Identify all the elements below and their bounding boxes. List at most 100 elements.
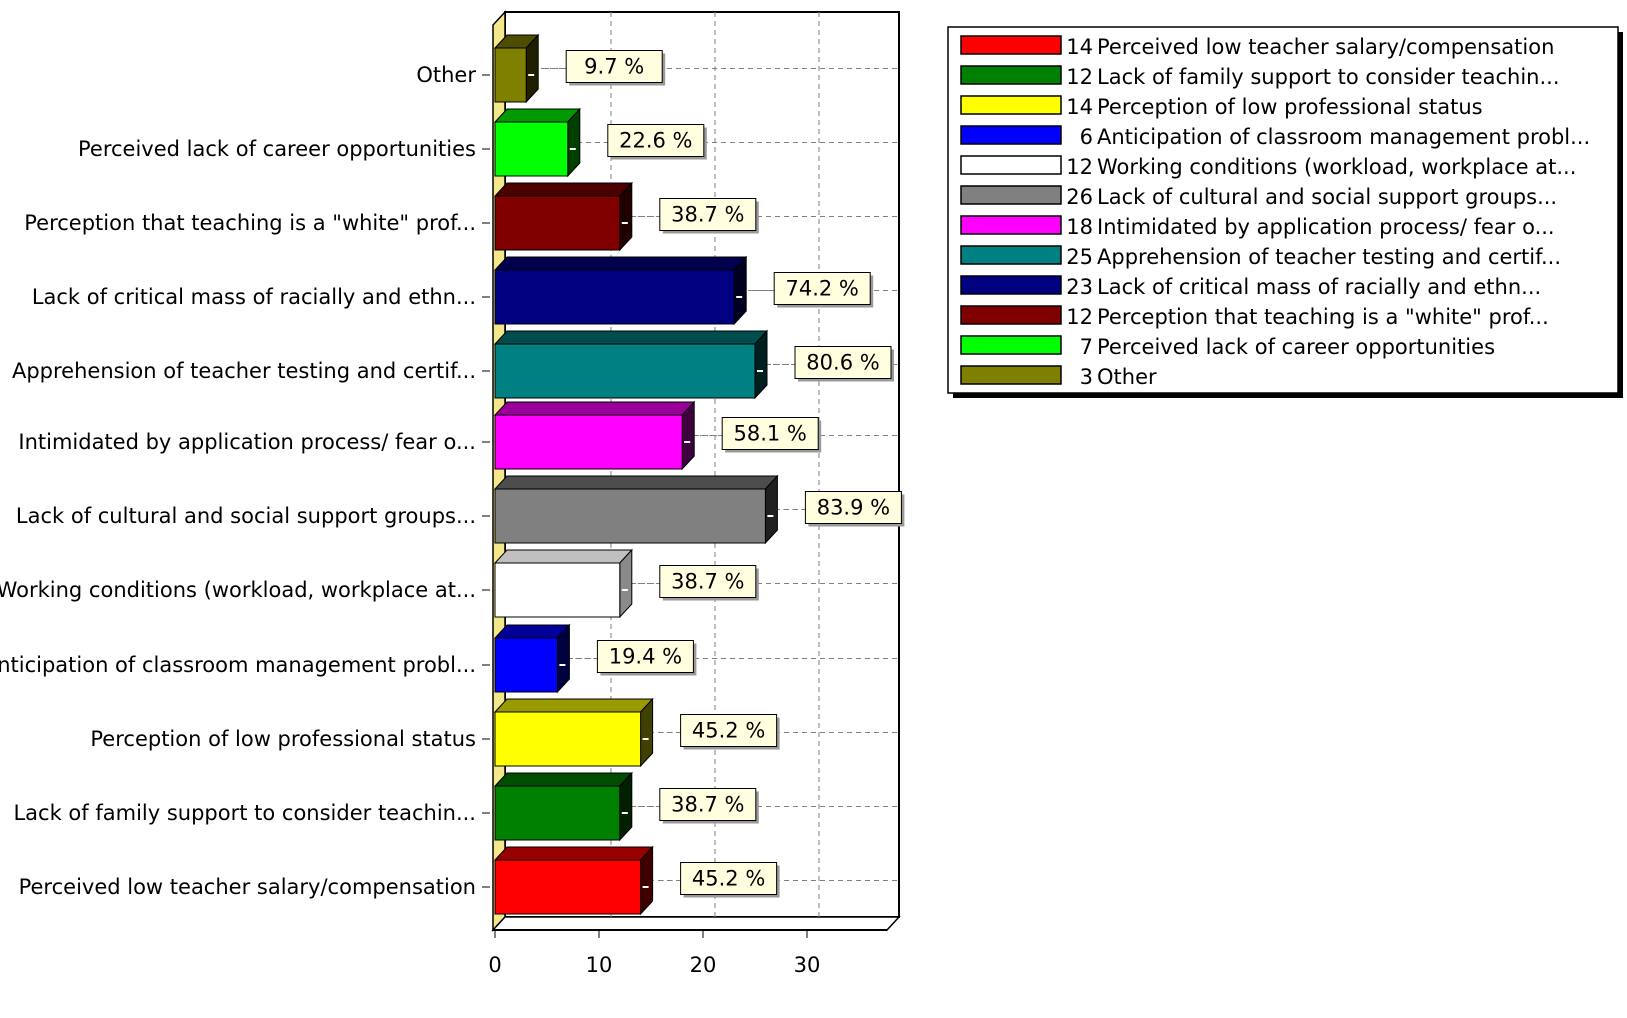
bar-front-face	[494, 414, 683, 470]
legend-count: 14	[1066, 95, 1093, 119]
bar	[493, 255, 748, 326]
legend-count: 26	[1066, 185, 1093, 209]
bar-top-face	[493, 475, 779, 490]
legend-label: Intimidated by application process/ fear…	[1097, 215, 1555, 239]
legend-label: Perception of low professional status	[1097, 95, 1483, 119]
legend-entry: 7 Perceived lack of career opportunities	[960, 335, 1495, 359]
bar	[493, 329, 769, 400]
legend-label: Lack of cultural and social support grou…	[1097, 185, 1557, 209]
legend: 14 Perceived low teacher salary/compensat…	[947, 26, 1623, 398]
bar-front-face	[494, 121, 569, 177]
percent-label: 38.7 %	[671, 203, 744, 227]
legend-count: 3	[1080, 365, 1093, 389]
bar	[493, 771, 633, 842]
percent-label: 74.2 %	[786, 277, 859, 301]
legend-label: Apprehension of teacher testing and cert…	[1097, 245, 1561, 269]
legend-label: Anticipation of classroom management pro…	[1097, 125, 1590, 149]
bar	[493, 474, 779, 545]
legend-entry: 14 Perceived low teacher salary/compensat…	[960, 35, 1554, 59]
category-label: Apprehension of teacher testing and cert…	[12, 359, 476, 383]
legend-count: 18	[1066, 215, 1093, 239]
percent-box	[680, 862, 778, 895]
category-label: Perceived low teacher salary/compensatio…	[19, 875, 476, 899]
legend-swatch	[960, 335, 1062, 355]
percent-label: 38.7 %	[671, 570, 744, 594]
x-tick-label: 20	[690, 953, 717, 977]
bar-top-face	[493, 401, 696, 416]
category-label: Working conditions (workload, workplace …	[0, 578, 476, 602]
legend-label: Other	[1097, 365, 1157, 389]
percent-box	[680, 714, 778, 747]
percent-label: 19.4 %	[609, 645, 682, 669]
legend-box	[947, 26, 1619, 394]
legend-swatch	[960, 215, 1062, 235]
bar-top-face	[493, 772, 633, 787]
bar	[493, 548, 633, 619]
bar-front-face	[494, 859, 642, 915]
percent-label: 22.6 %	[619, 129, 692, 153]
percent-box	[596, 640, 694, 673]
category-label: Other	[416, 63, 476, 87]
legend-count: 12	[1066, 155, 1093, 179]
legend-entry: 3 Other	[960, 365, 1157, 389]
legend-label: Perceived lack of career opportunities	[1097, 335, 1495, 359]
bar-front-face	[494, 269, 735, 325]
legend-swatch	[960, 95, 1062, 115]
x-tick-label: 10	[586, 953, 613, 977]
legend-count: 7	[1080, 335, 1093, 359]
legend-swatch	[960, 305, 1062, 325]
category-label: Perception that teaching is a "white" pr…	[24, 211, 476, 235]
bar-top-face	[493, 698, 654, 713]
legend-entry: 25 Apprehension of teacher testing and ce…	[960, 245, 1561, 269]
legend-count: 25	[1066, 245, 1093, 269]
bar-front-face	[494, 637, 558, 693]
percent-labels: 45.2 % 38.7 % 45.2 % 19.4 % 38.7 % 83.9 % 58.1…	[544, 50, 905, 898]
bar	[493, 181, 633, 252]
legend-swatch	[960, 65, 1062, 85]
bar	[493, 400, 696, 471]
percent-box	[773, 272, 871, 305]
percent-label: 45.2 %	[692, 719, 765, 743]
percent-label: 9.7 %	[584, 55, 644, 79]
legend-swatch	[960, 35, 1062, 55]
percent-label: 38.7 %	[671, 793, 744, 817]
percent-box	[721, 417, 819, 450]
bar-front-face	[494, 711, 642, 767]
category-label: Lack of family support to consider teach…	[13, 801, 476, 825]
bar-top-face	[493, 182, 633, 197]
legend-entry: 23 Lack of critical mass of racially and …	[960, 275, 1541, 299]
category-label: Intimidated by application process/ fear…	[18, 430, 476, 454]
percent-box	[659, 788, 757, 821]
legend-count: 23	[1066, 275, 1093, 299]
bar-front-face	[494, 195, 621, 251]
bar-top-face	[493, 108, 581, 123]
bar-front-face	[494, 343, 756, 399]
bar-top-face	[493, 549, 633, 564]
category-labels: Perceived low teacher salary/compensatio…	[0, 63, 490, 899]
category-label: Perceived lack of career opportunities	[78, 137, 476, 161]
legend-count: 12	[1066, 305, 1093, 329]
bar-front-face	[494, 785, 621, 841]
legend-swatch	[960, 155, 1062, 175]
bar	[493, 107, 581, 178]
legend-entry: 26 Lack of cultural and social support gr…	[960, 185, 1557, 209]
legend-entry: 18 Intimidated by application process/ fe…	[960, 215, 1555, 239]
category-label: Lack of cultural and social support grou…	[16, 504, 476, 528]
legend-entry: 12 Lack of family support to consider tea…	[960, 65, 1560, 89]
legend-swatch	[960, 275, 1062, 295]
bar	[493, 845, 654, 916]
legend-count: 14	[1066, 35, 1093, 59]
legend-swatch	[960, 245, 1062, 265]
legend-label: Lack of critical mass of racially and et…	[1097, 275, 1541, 299]
bar-top-face	[493, 624, 571, 639]
legend-count: 6	[1080, 125, 1093, 149]
legend-swatch	[960, 185, 1062, 205]
bar	[493, 33, 540, 104]
category-label: Perception of low professional status	[90, 727, 476, 751]
legend-swatch	[960, 365, 1062, 385]
legend-entry: 6 Anticipation of classroom management pr…	[960, 125, 1590, 149]
legend-label: Lack of family support to consider teach…	[1097, 65, 1560, 89]
percent-box	[565, 50, 663, 83]
bars	[493, 33, 779, 916]
